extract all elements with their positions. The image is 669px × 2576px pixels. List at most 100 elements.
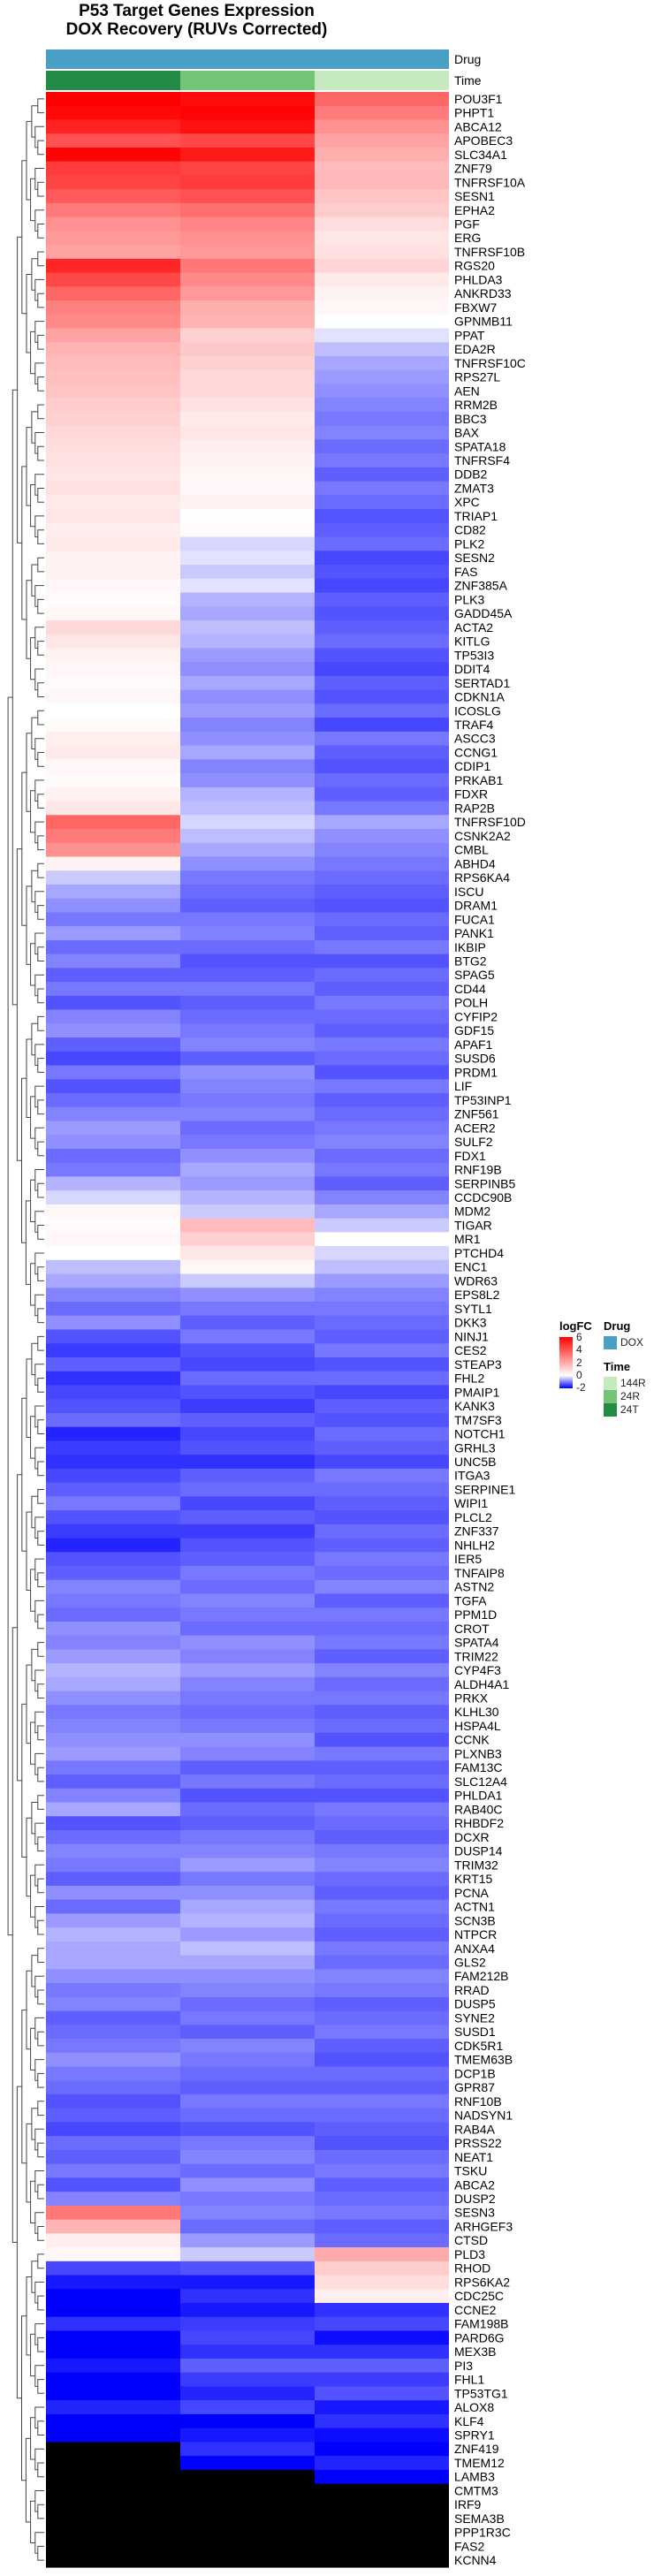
heatmap-cell <box>46 856 180 871</box>
heatmap-cell <box>46 2413 180 2429</box>
legend-time-swatch-144r <box>604 1377 617 1390</box>
legend: logFC 6 4 2 0 -2 Drug DOX Time 144R 24R … <box>559 1319 665 1470</box>
row-label: RHOD <box>454 2261 490 2276</box>
heatmap-cell <box>180 1065 315 1080</box>
heatmap-cell <box>315 1885 449 1901</box>
heatmap-cell <box>46 1899 180 1915</box>
dendrogram-branch <box>37 1767 44 1782</box>
heatmap-cell <box>46 2303 180 2318</box>
row-label: CES2 <box>454 1343 487 1357</box>
heatmap-cell <box>46 815 180 830</box>
dendrogram-branch <box>34 974 44 997</box>
heatmap-cell <box>180 578 315 594</box>
row-label: PHPT1 <box>454 106 494 120</box>
row-label: PARD6G <box>454 2330 505 2344</box>
heatmap-cell <box>180 815 315 830</box>
heatmap-cell <box>315 2261 449 2276</box>
heatmap-cell <box>46 703 180 718</box>
heatmap-cell <box>46 565 180 580</box>
dendrogram-branch <box>37 1919 44 1935</box>
heatmap-cell <box>180 2372 315 2388</box>
dendrogram-branch <box>37 1015 44 1031</box>
heatmap-cell <box>180 1969 315 1984</box>
heatmap-cell <box>315 1663 449 1678</box>
heatmap-cell <box>315 1412 449 1428</box>
heatmap-cell <box>315 1468 449 1484</box>
heatmap-cell <box>46 522 180 538</box>
heatmap-cell <box>315 1996 449 2012</box>
row-label: GLS2 <box>454 1955 486 1969</box>
heatmap-cell <box>180 2483 315 2498</box>
heatmap-cell <box>315 342 449 357</box>
legend-time-swatch-24t <box>604 1403 617 1417</box>
dendrogram-branch <box>37 293 44 308</box>
dendrogram-branch <box>34 1669 44 1692</box>
heatmap-cell <box>180 439 315 454</box>
heatmap-cell <box>315 1176 449 1191</box>
heatmap-cell <box>180 786 315 802</box>
legend-color-gradient <box>559 1337 573 1388</box>
row-label: SESN1 <box>454 189 495 203</box>
row-label: RNF10B <box>454 2094 502 2109</box>
heatmap-cell <box>46 2108 180 2124</box>
dendrogram-branch <box>7 696 13 1936</box>
heatmap-cell <box>315 314 449 330</box>
dendrogram-branch <box>34 2490 44 2512</box>
heatmap-cell <box>46 2428 180 2443</box>
dendrogram-branch <box>34 779 44 802</box>
heatmap-cell <box>180 1538 315 1553</box>
heatmap-cell <box>315 1162 449 1178</box>
row-label: GPR87 <box>454 2080 495 2094</box>
heatmap-cell <box>315 786 449 802</box>
drug-track-label: Drug <box>454 52 481 66</box>
heatmap-cell <box>46 2177 180 2192</box>
row-label: EPHA2 <box>454 203 495 217</box>
heatmap-cell <box>46 1273 180 1288</box>
heatmap-cell <box>46 495 180 510</box>
heatmap-cell <box>46 759 180 774</box>
heatmap-cell <box>46 648 180 663</box>
row-label: RRM2B <box>454 398 498 412</box>
row-label: SUSD1 <box>454 2025 496 2039</box>
dendrogram-branch <box>34 515 44 538</box>
heatmap-cell <box>46 1440 180 1455</box>
heatmap-cell <box>180 2525 315 2541</box>
dendrogram-branch <box>37 2101 44 2116</box>
dendrogram-branch <box>11 1627 18 2243</box>
heatmap-cell <box>46 2093 180 2109</box>
heatmap-cell <box>46 342 180 357</box>
row-label: EPS8L2 <box>454 1288 500 1302</box>
heatmap-cell <box>315 2372 449 2388</box>
heatmap-cell <box>315 954 449 969</box>
heatmap-cell <box>180 2303 315 2318</box>
row-label: SCN3B <box>454 1913 496 1927</box>
heatmap-cell <box>46 1885 180 1901</box>
heatmap-cell <box>180 1037 315 1052</box>
heatmap-cell <box>315 578 449 594</box>
heatmap-cell <box>46 1566 180 1581</box>
heatmap-cell <box>180 2192 315 2207</box>
heatmap-cell <box>46 2010 180 2025</box>
dendrogram-branch <box>37 794 44 809</box>
dendrogram-branch <box>30 2027 35 2071</box>
heatmap-cell <box>46 1302 180 1317</box>
heatmap-cell <box>46 1774 180 1790</box>
time-annotation-24r <box>180 71 315 90</box>
dendrogram-branch <box>37 1989 44 2005</box>
row-label: FAS <box>454 565 477 579</box>
dendrogram-branch <box>37 1308 44 1324</box>
dendrogram-branch <box>21 1703 27 1858</box>
row-label: POU3F1 <box>454 92 503 106</box>
heatmap-cell <box>180 2205 315 2221</box>
dendrogram-branch <box>37 557 44 573</box>
heatmap-cell <box>315 1399 449 1414</box>
heatmap-cell <box>315 1190 449 1205</box>
heatmap-cell <box>180 995 315 1011</box>
row-label: RAB4A <box>454 2122 496 2136</box>
row-label: HSPA4L <box>454 1719 501 1733</box>
heatmap-cell <box>46 1162 180 1178</box>
heatmap-cell <box>180 1092 315 1108</box>
heatmap-cell <box>180 898 315 914</box>
heatmap-cell <box>315 2122 449 2137</box>
heatmap-cell <box>46 2136 180 2151</box>
